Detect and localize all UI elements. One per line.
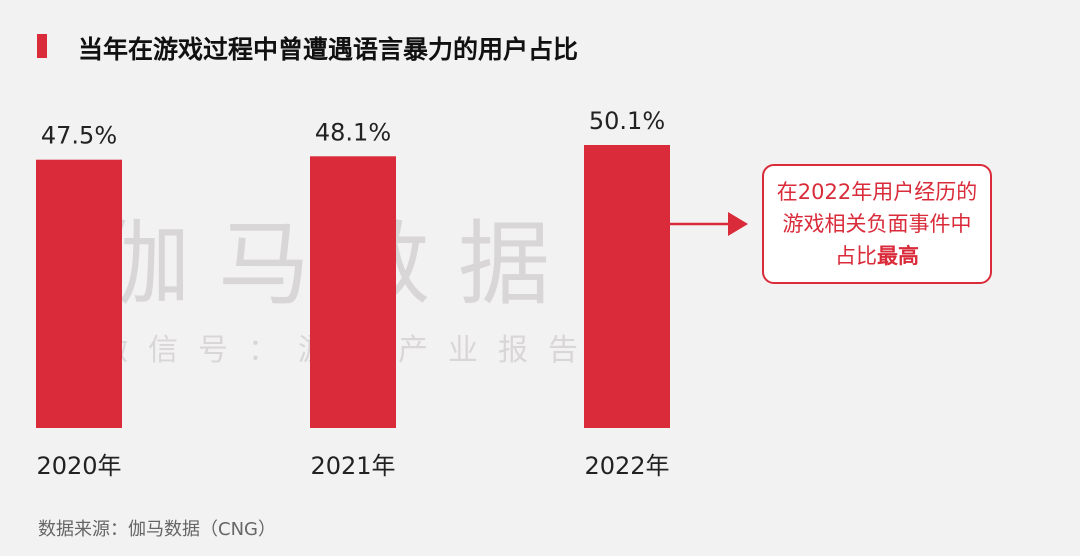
category-label-0: 2020年 (36, 452, 121, 480)
category-label-2: 2022年 (584, 452, 669, 480)
callout-arrow-head (728, 212, 748, 236)
data-source: 数据来源：伽马数据（CNG） (38, 519, 276, 540)
category-labels-group: 2020年 2021年 2022年 (36, 452, 669, 480)
category-label-1: 2021年 (310, 452, 395, 480)
callout-box: 在2022年用户经历的游戏相关负面事件中占比最高 (762, 164, 992, 284)
chart-title: 当年在游戏过程中曾遭遇语言暴力的用户占比 (78, 35, 579, 64)
value-label-0: 47.5% (41, 122, 117, 150)
value-labels-group: 47.5% 48.1% 50.1% (41, 107, 665, 150)
bar-1 (310, 156, 396, 428)
title-accent-bar (37, 34, 47, 58)
bars-group (36, 145, 670, 428)
value-label-1: 48.1% (315, 118, 391, 146)
bar-2 (584, 145, 670, 428)
callout-text-bold: 最高 (877, 244, 919, 268)
bar-0 (36, 159, 122, 428)
value-label-2: 50.1% (589, 107, 665, 135)
callout-text: 在2022年用户经历的游戏相关负面事件中占比 (776, 180, 978, 268)
